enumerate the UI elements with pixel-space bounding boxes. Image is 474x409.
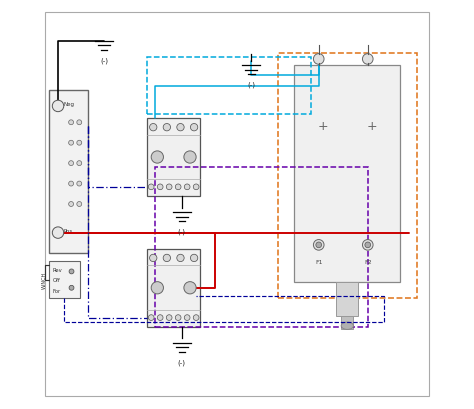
Text: For: For (52, 288, 61, 293)
Circle shape (363, 54, 373, 65)
Circle shape (69, 141, 73, 146)
Bar (155, 168, 368, 327)
Circle shape (177, 255, 184, 262)
Circle shape (52, 101, 64, 112)
Text: WINCH: WINCH (42, 271, 47, 288)
Text: Rev: Rev (52, 267, 62, 273)
Circle shape (166, 315, 172, 321)
Circle shape (69, 182, 73, 187)
Circle shape (193, 184, 199, 190)
Text: (-): (-) (178, 359, 186, 365)
Bar (278, 54, 417, 298)
Text: +: + (366, 120, 377, 133)
Circle shape (52, 227, 64, 239)
Circle shape (166, 184, 172, 190)
Circle shape (157, 184, 163, 190)
Bar (294, 66, 401, 282)
Text: +: + (318, 120, 328, 133)
Text: Pos: Pos (64, 229, 73, 234)
Circle shape (69, 121, 73, 126)
Circle shape (151, 151, 164, 164)
Circle shape (77, 161, 82, 166)
Text: Neg: Neg (64, 102, 75, 107)
Bar (341, 316, 354, 329)
Circle shape (191, 124, 198, 132)
Circle shape (77, 182, 82, 187)
Bar (49, 262, 80, 298)
Circle shape (148, 315, 154, 321)
Circle shape (363, 240, 373, 251)
Circle shape (77, 121, 82, 126)
Circle shape (175, 315, 181, 321)
Bar (147, 119, 200, 196)
Circle shape (151, 282, 164, 294)
Bar (49, 90, 88, 254)
Circle shape (313, 54, 324, 65)
Bar (147, 249, 200, 327)
Circle shape (157, 315, 163, 321)
Circle shape (184, 282, 196, 294)
Circle shape (184, 315, 190, 321)
Text: F2: F2 (364, 260, 372, 265)
Circle shape (175, 184, 181, 190)
Ellipse shape (341, 322, 354, 330)
Circle shape (69, 161, 73, 166)
Circle shape (150, 124, 157, 132)
Circle shape (148, 184, 154, 190)
Circle shape (163, 124, 171, 132)
Text: (-): (-) (247, 81, 255, 88)
Circle shape (69, 285, 74, 290)
Circle shape (193, 315, 199, 321)
Text: (-): (-) (178, 228, 186, 235)
Circle shape (163, 255, 171, 262)
Circle shape (69, 269, 74, 274)
Circle shape (365, 243, 371, 248)
Circle shape (191, 255, 198, 262)
Bar (147, 58, 310, 115)
Circle shape (184, 184, 190, 190)
Text: Off: Off (52, 277, 60, 282)
Text: (-): (-) (100, 57, 108, 63)
Circle shape (77, 141, 82, 146)
Text: F1: F1 (315, 260, 322, 265)
Circle shape (150, 255, 157, 262)
Bar (336, 282, 358, 317)
Circle shape (177, 124, 184, 132)
Circle shape (69, 202, 73, 207)
Circle shape (316, 243, 321, 248)
Circle shape (77, 202, 82, 207)
Circle shape (184, 151, 196, 164)
Circle shape (313, 240, 324, 251)
